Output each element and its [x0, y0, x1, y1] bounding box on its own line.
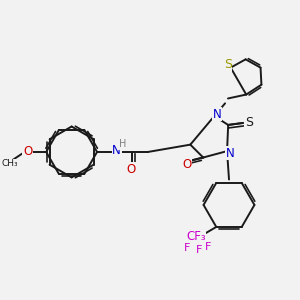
Text: O: O [23, 146, 32, 158]
Text: O: O [127, 163, 136, 176]
Text: S: S [224, 58, 232, 71]
Text: F: F [196, 245, 202, 255]
Text: CF₃: CF₃ [186, 230, 206, 243]
Text: S: S [245, 116, 253, 128]
Text: O: O [182, 158, 191, 171]
Text: H: H [119, 139, 126, 149]
Text: N: N [112, 143, 121, 157]
Text: N: N [226, 147, 234, 160]
Text: CH₃: CH₃ [2, 159, 18, 168]
Text: N: N [213, 108, 222, 121]
Text: F: F [205, 242, 212, 251]
Text: F: F [184, 242, 190, 253]
